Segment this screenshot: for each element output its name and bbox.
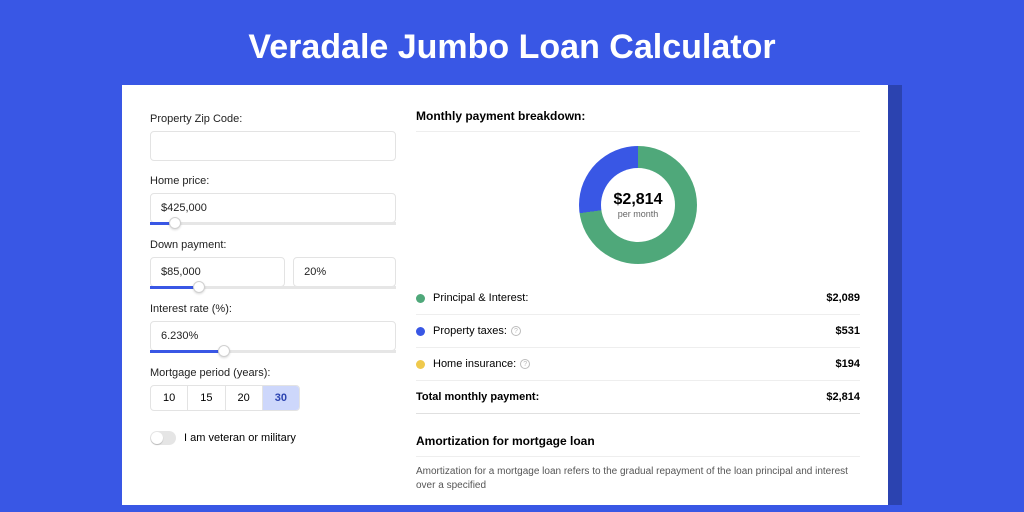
interest-input[interactable]: [150, 321, 396, 351]
slider-thumb[interactable]: [169, 217, 181, 229]
legend-row: Home insurance:?$194: [416, 348, 860, 381]
down-payment-amount-input[interactable]: [150, 257, 285, 287]
period-option-30[interactable]: 30: [263, 386, 299, 410]
down-payment-pct-input[interactable]: [293, 257, 396, 287]
breakdown-column: Monthly payment breakdown: $2,814 per mo…: [396, 109, 860, 505]
toggle-knob: [151, 432, 163, 444]
period-group: 10152030: [150, 385, 300, 411]
legend-value: $2,089: [826, 292, 860, 304]
donut-value: $2,814: [614, 191, 663, 209]
breakdown-heading: Monthly payment breakdown:: [416, 109, 860, 132]
legend-value: $194: [836, 358, 860, 370]
period-field: Mortgage period (years): 10152030: [150, 367, 396, 411]
donut-center: $2,814 per month: [601, 168, 675, 242]
calculator-card: Property Zip Code: Home price: Down paym…: [122, 85, 902, 505]
legend-label: Property taxes:?: [433, 325, 836, 337]
info-icon[interactable]: ?: [511, 326, 521, 336]
period-option-20[interactable]: 20: [226, 386, 263, 410]
donut-subtext: per month: [618, 209, 659, 219]
interest-label: Interest rate (%):: [150, 303, 396, 315]
legend-dot: [416, 294, 425, 303]
home-price-field: Home price:: [150, 175, 396, 225]
period-option-10[interactable]: 10: [151, 386, 188, 410]
veteran-toggle[interactable]: [150, 431, 176, 445]
info-icon[interactable]: ?: [520, 359, 530, 369]
legend-label: Home insurance:?: [433, 358, 836, 370]
total-value: $2,814: [826, 391, 860, 403]
home-price-slider[interactable]: [150, 222, 396, 225]
page-title: Veradale Jumbo Loan Calculator: [0, 0, 1024, 85]
home-price-label: Home price:: [150, 175, 396, 187]
zip-input[interactable]: [150, 131, 396, 161]
legend-row: Principal & Interest:$2,089: [416, 282, 860, 315]
interest-slider[interactable]: [150, 350, 396, 353]
legend-value: $531: [836, 325, 860, 337]
period-option-15[interactable]: 15: [188, 386, 225, 410]
inputs-column: Property Zip Code: Home price: Down paym…: [150, 109, 396, 505]
donut-chart: $2,814 per month: [579, 146, 697, 264]
period-label: Mortgage period (years):: [150, 367, 396, 379]
donut-wrap: $2,814 per month: [416, 132, 860, 282]
amortization-text: Amortization for a mortgage loan refers …: [416, 465, 860, 493]
legend-dot: [416, 327, 425, 336]
slider-thumb[interactable]: [193, 281, 205, 293]
total-label: Total monthly payment:: [416, 391, 826, 403]
down-payment-slider[interactable]: [150, 286, 396, 289]
zip-field: Property Zip Code:: [150, 113, 396, 161]
legend-label: Principal & Interest:: [433, 292, 826, 304]
down-payment-label: Down payment:: [150, 239, 396, 251]
down-payment-field: Down payment:: [150, 239, 396, 289]
veteran-row: I am veteran or military: [150, 431, 396, 445]
total-row: Total monthly payment: $2,814: [416, 381, 860, 414]
legend: Principal & Interest:$2,089Property taxe…: [416, 282, 860, 381]
slider-thumb[interactable]: [218, 345, 230, 357]
legend-dot: [416, 360, 425, 369]
home-price-input[interactable]: [150, 193, 396, 223]
interest-field: Interest rate (%):: [150, 303, 396, 353]
legend-row: Property taxes:?$531: [416, 315, 860, 348]
veteran-label: I am veteran or military: [184, 432, 296, 444]
amortization-heading: Amortization for mortgage loan: [416, 434, 860, 457]
zip-label: Property Zip Code:: [150, 113, 396, 125]
